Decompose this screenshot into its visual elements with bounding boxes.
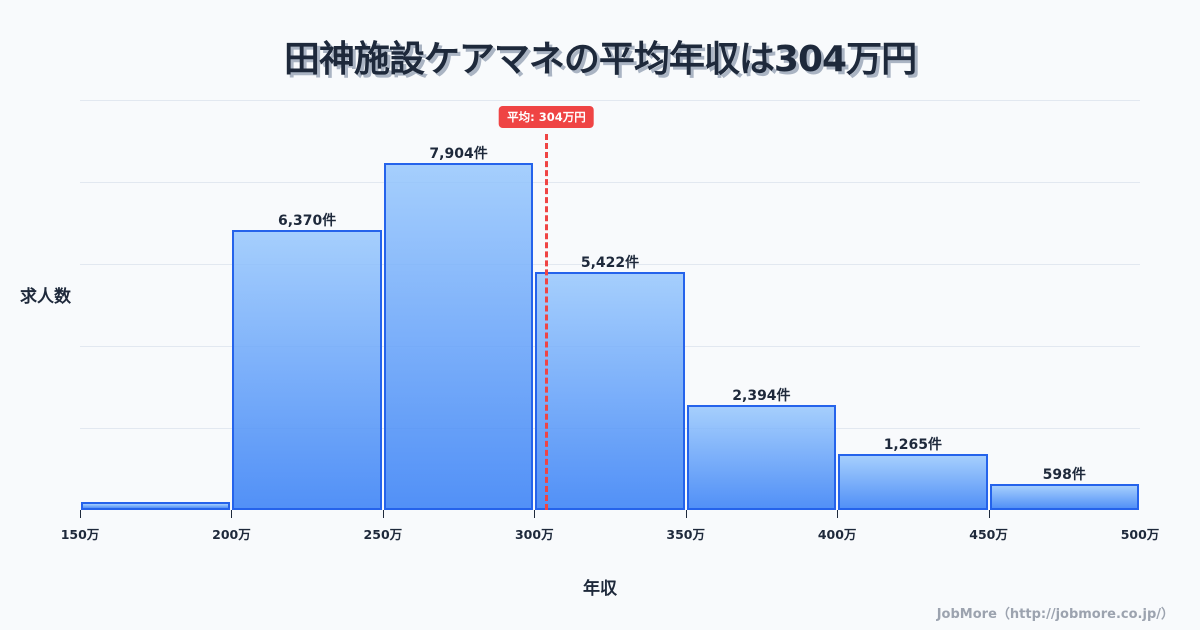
- x-tick: [837, 510, 839, 518]
- x-tick-label: 150万: [60, 527, 100, 542]
- x-tick-label: 450万: [969, 527, 1008, 542]
- bar-value-label: 5,422件: [580, 254, 640, 271]
- x-tick: [685, 510, 687, 518]
- bar-value-label: 6,370件: [277, 212, 337, 229]
- mean-line: [545, 134, 549, 510]
- mean-badge: 平均: 304万円: [499, 106, 594, 128]
- x-tick-label: 350万: [666, 527, 705, 542]
- bar-value-label: 598件: [1042, 466, 1086, 483]
- plot-area: 6,370件 7,904件 5,422件 2,394件 1,265件 598件 150万 20…: [61, 100, 1159, 542]
- source-credit: JobMore（http://jobmore.co.jp/）: [936, 607, 1174, 622]
- bar-value-label: 1,265件: [883, 437, 942, 454]
- x-tick-label: 250万: [363, 527, 403, 542]
- x-tick: [80, 510, 81, 518]
- gridline: [80, 100, 1140, 101]
- bar-value-label: 7,904件: [429, 145, 488, 162]
- histogram-bar: [989, 483, 1139, 510]
- x-tick: [382, 510, 384, 518]
- x-tick-label: 500万: [1120, 527, 1160, 542]
- x-tick-label: 400万: [817, 527, 857, 542]
- x-tick-label: 300万: [514, 527, 554, 542]
- x-tick: [231, 510, 233, 518]
- x-tick: [534, 510, 536, 518]
- x-axis-label: 年収: [583, 579, 617, 599]
- histogram-bar: [81, 502, 231, 510]
- bar-value-label: 2,394件: [732, 387, 791, 404]
- histogram-bar: [232, 230, 382, 510]
- histogram-bar: [838, 454, 988, 510]
- histogram-bar: [686, 404, 837, 510]
- x-tick: [988, 510, 990, 518]
- gridline: [80, 264, 1140, 265]
- x-tick-label: 200万: [212, 527, 251, 542]
- gridline: [80, 182, 1140, 183]
- histogram-bar: [383, 162, 534, 510]
- y-axis-label: 求人数: [20, 287, 71, 307]
- histogram-bar: [535, 271, 685, 510]
- chart-title: 田神施設ケアマネの平均年収は304万円: [283, 39, 917, 80]
